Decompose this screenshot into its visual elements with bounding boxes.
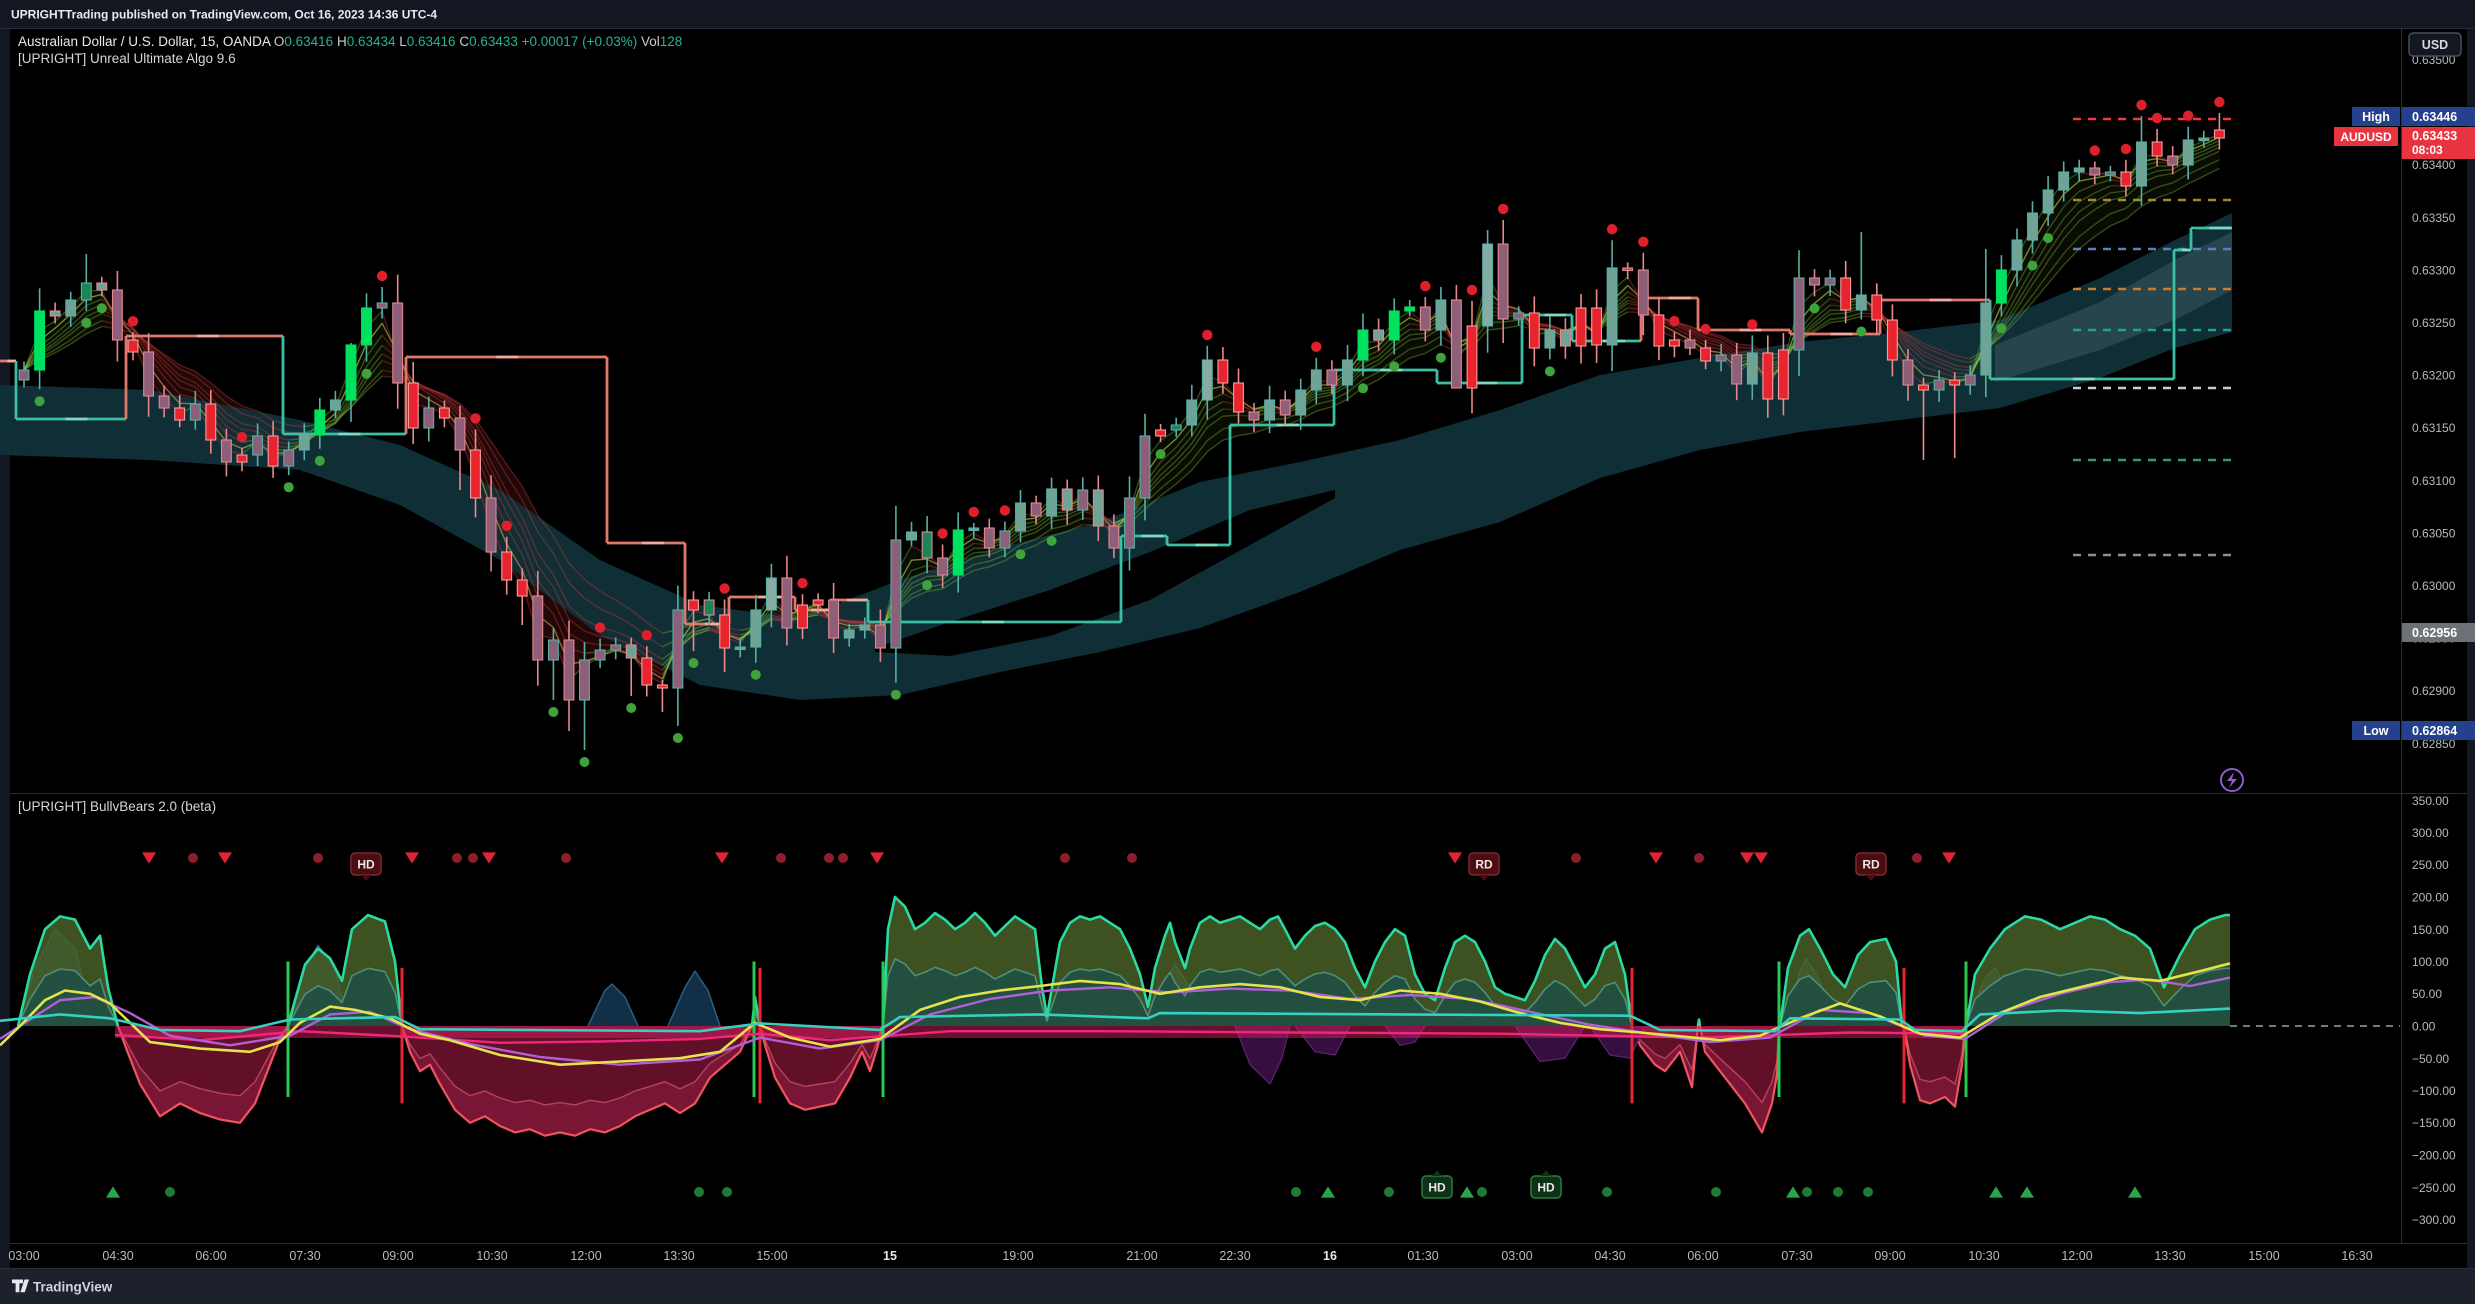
svg-text:0.63150: 0.63150 <box>2412 421 2456 435</box>
svg-text:06:00: 06:00 <box>1687 1249 1718 1263</box>
svg-text:09:00: 09:00 <box>382 1249 413 1263</box>
svg-text:0.63300: 0.63300 <box>2412 263 2456 277</box>
svg-text:04:30: 04:30 <box>102 1249 133 1263</box>
svg-text:−50.00: −50.00 <box>2412 1052 2449 1066</box>
svg-text:150.00: 150.00 <box>2412 923 2449 937</box>
svg-text:UPRIGHTTrading published on Tr: UPRIGHTTrading published on TradingView.… <box>11 8 437 22</box>
svg-text:16:30: 16:30 <box>2341 1249 2372 1263</box>
svg-text:0.62850: 0.62850 <box>2412 737 2456 751</box>
svg-text:07:30: 07:30 <box>1781 1249 1812 1263</box>
svg-text:350.00: 350.00 <box>2412 794 2449 808</box>
svg-text:−250.00: −250.00 <box>2412 1181 2456 1195</box>
svg-text:09:00: 09:00 <box>1874 1249 1905 1263</box>
svg-text:04:30: 04:30 <box>1594 1249 1625 1263</box>
svg-text:0.63350: 0.63350 <box>2412 211 2456 225</box>
svg-text:−300.00: −300.00 <box>2412 1213 2456 1227</box>
svg-text:16: 16 <box>1323 1249 1337 1263</box>
svg-text:08:03: 08:03 <box>2412 143 2443 157</box>
svg-text:19:00: 19:00 <box>1002 1249 1033 1263</box>
svg-text:0.63446: 0.63446 <box>2412 110 2457 124</box>
svg-text:15:00: 15:00 <box>2248 1249 2279 1263</box>
svg-text:−150.00: −150.00 <box>2412 1116 2456 1130</box>
svg-text:250.00: 250.00 <box>2412 858 2449 872</box>
svg-text:[UPRIGHT] BullvBears 2.0 (beta: [UPRIGHT] BullvBears 2.0 (beta) <box>18 799 216 814</box>
svg-text:[UPRIGHT] Unreal Ultimate Algo: [UPRIGHT] Unreal Ultimate Algo 9.6 <box>18 51 236 66</box>
svg-text:300.00: 300.00 <box>2412 826 2449 840</box>
svg-text:Australian Dollar / U.S. Dolla: Australian Dollar / U.S. Dollar, 15, OAN… <box>18 34 682 49</box>
svg-text:100.00: 100.00 <box>2412 955 2449 969</box>
svg-text:10:30: 10:30 <box>1968 1249 1999 1263</box>
svg-text:0.63000: 0.63000 <box>2412 579 2456 593</box>
svg-text:USD: USD <box>2422 38 2448 52</box>
svg-text:RD: RD <box>1862 858 1880 872</box>
svg-text:07:30: 07:30 <box>289 1249 320 1263</box>
svg-text:HD: HD <box>1537 1181 1555 1195</box>
svg-text:0.00: 0.00 <box>2412 1020 2436 1034</box>
svg-text:−100.00: −100.00 <box>2412 1084 2456 1098</box>
svg-text:HD: HD <box>357 858 375 872</box>
svg-text:06:00: 06:00 <box>195 1249 226 1263</box>
svg-text:0.62900: 0.62900 <box>2412 684 2456 698</box>
svg-text:−200.00: −200.00 <box>2412 1149 2456 1163</box>
svg-text:High: High <box>2362 110 2390 124</box>
svg-text:12:00: 12:00 <box>570 1249 601 1263</box>
svg-text:12:00: 12:00 <box>2061 1249 2092 1263</box>
svg-text:0.63433: 0.63433 <box>2412 129 2457 143</box>
svg-text:0.63400: 0.63400 <box>2412 158 2456 172</box>
svg-text:TradingView: TradingView <box>33 1280 113 1295</box>
svg-text:13:30: 13:30 <box>2154 1249 2185 1263</box>
svg-text:HD: HD <box>1428 1181 1446 1195</box>
svg-text:0.63050: 0.63050 <box>2412 526 2456 540</box>
svg-text:03:00: 03:00 <box>8 1249 39 1263</box>
svg-text:22:30: 22:30 <box>1219 1249 1250 1263</box>
svg-text:15:00: 15:00 <box>756 1249 787 1263</box>
svg-text:AUDUSD: AUDUSD <box>2340 130 2392 144</box>
svg-text:10:30: 10:30 <box>476 1249 507 1263</box>
svg-text:Low: Low <box>2364 724 2389 738</box>
svg-text:15: 15 <box>883 1249 897 1263</box>
svg-text:13:30: 13:30 <box>663 1249 694 1263</box>
svg-text:0.62956: 0.62956 <box>2412 626 2457 640</box>
svg-text:RD: RD <box>1475 858 1493 872</box>
svg-text:0.63250: 0.63250 <box>2412 316 2456 330</box>
svg-text:21:00: 21:00 <box>1126 1249 1157 1263</box>
svg-text:0.63100: 0.63100 <box>2412 474 2456 488</box>
svg-text:50.00: 50.00 <box>2412 987 2442 1001</box>
svg-text:0.62864: 0.62864 <box>2412 724 2457 738</box>
svg-text:0.63200: 0.63200 <box>2412 369 2456 383</box>
svg-text:01:30: 01:30 <box>1407 1249 1438 1263</box>
svg-text:03:00: 03:00 <box>1501 1249 1532 1263</box>
svg-text:200.00: 200.00 <box>2412 891 2449 905</box>
